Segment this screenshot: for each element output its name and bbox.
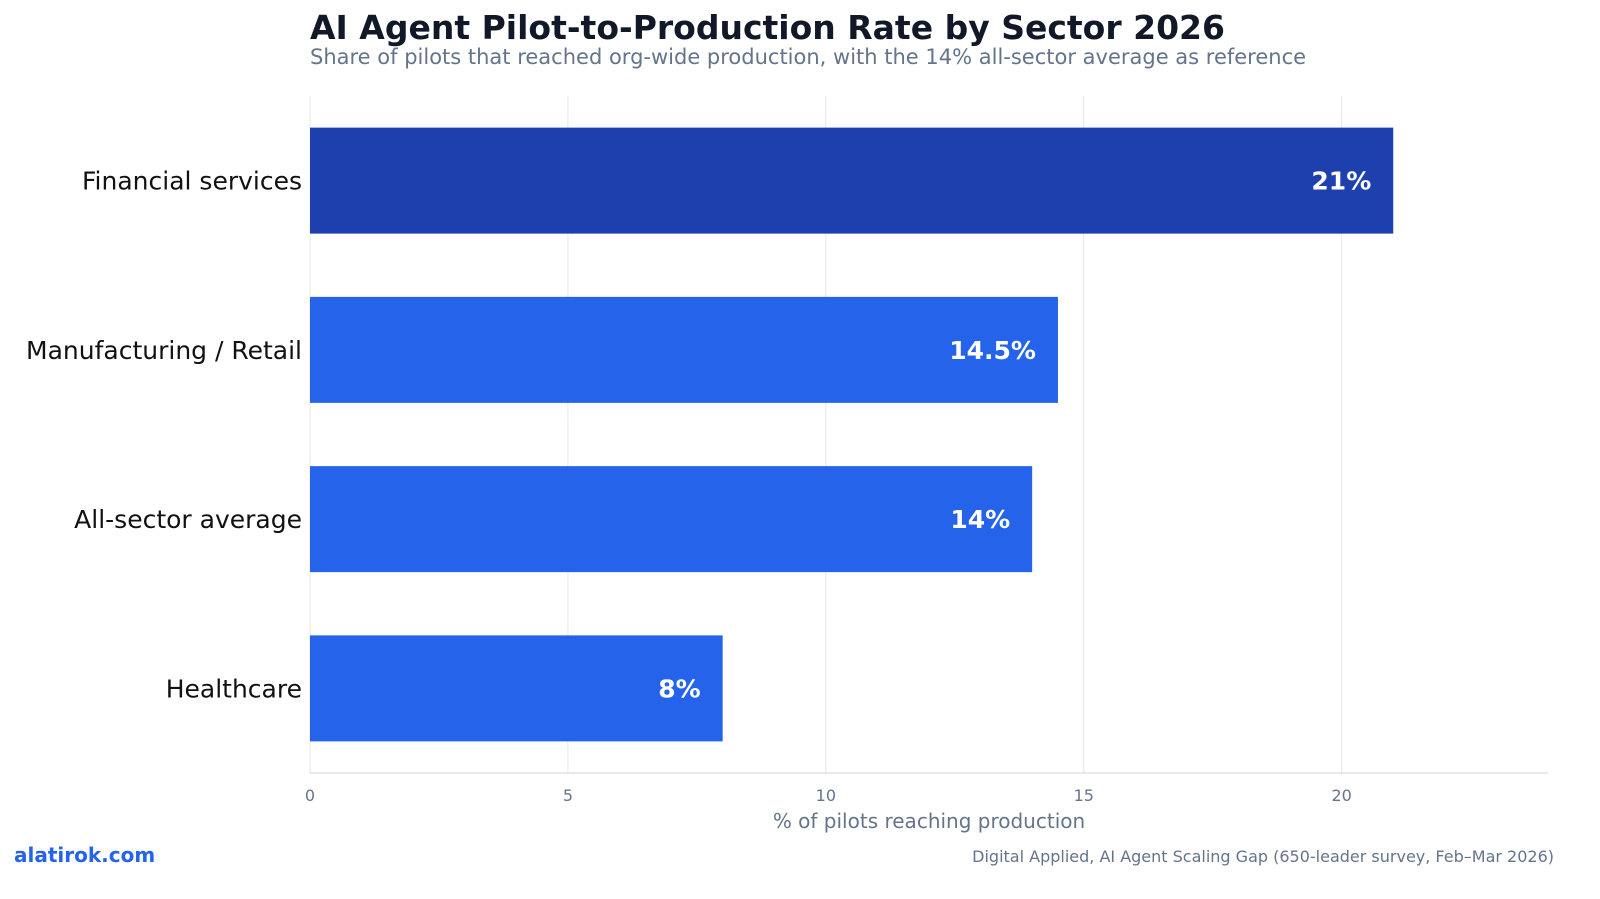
x-tick-label: 0 xyxy=(305,786,315,805)
bar xyxy=(310,296,1058,403)
brand-watermark: alatirok.com xyxy=(14,843,156,867)
source-note: Digital Applied, AI Agent Scaling Gap (6… xyxy=(972,847,1554,866)
x-tick-label: 10 xyxy=(816,786,836,805)
bar-value-label: 14% xyxy=(950,505,1010,534)
bar-value-label: 14.5% xyxy=(949,336,1036,365)
x-tick-label: 20 xyxy=(1331,786,1351,805)
category-label: Financial services xyxy=(82,167,302,196)
bar-value-label: 8% xyxy=(658,674,700,703)
category-label: Manufacturing / Retail xyxy=(26,336,302,365)
chart-subtitle: Share of pilots that reached org-wide pr… xyxy=(310,45,1307,69)
category-label: Healthcare xyxy=(166,674,302,703)
x-axis-label: % of pilots reaching production xyxy=(773,809,1085,833)
chart-title: AI Agent Pilot-to-Production Rate by Sec… xyxy=(310,8,1225,47)
x-tick-label: 5 xyxy=(563,786,573,805)
bar xyxy=(310,466,1033,573)
bar-value-label: 21% xyxy=(1311,167,1371,196)
x-tick-label: 15 xyxy=(1074,786,1094,805)
bar xyxy=(310,635,723,742)
category-label: All-sector average xyxy=(74,505,302,534)
bar xyxy=(310,127,1394,234)
